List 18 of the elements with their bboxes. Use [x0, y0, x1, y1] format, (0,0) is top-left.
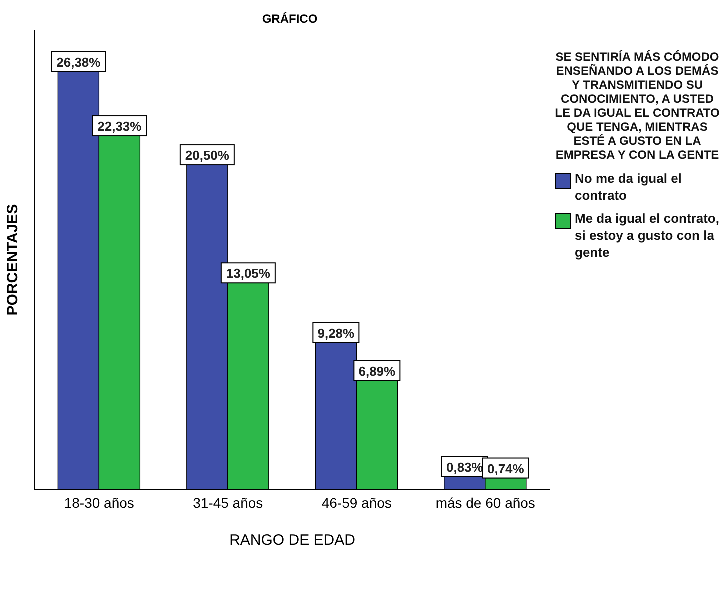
legend-label: Me da igual el contrato, si estoy a gusto con la gente: [575, 210, 720, 261]
legend-label: No me da igual el contrato: [575, 170, 683, 204]
x-tick-label: 31-45 años: [193, 494, 264, 511]
chart-title: GRÁFICO: [261, 12, 319, 26]
data-label: 13,05%: [226, 266, 271, 282]
x-tick-label: 18-30 años: [64, 494, 134, 511]
y-axis-title: PORCENTAJES: [4, 204, 22, 316]
data-label: 6,89%: [358, 364, 396, 379]
data-label: 26,38%: [56, 54, 102, 70]
data-label: 20,50%: [185, 148, 230, 164]
data-label: 22,33%: [98, 119, 142, 134]
x-tick-label: 46-59 años: [322, 494, 392, 511]
data-label: 0,74%: [487, 461, 525, 476]
data-label: 0,83%: [446, 460, 484, 475]
data-label: 9,28%: [318, 326, 356, 341]
x-tick-label: más de 60 años: [436, 494, 536, 511]
legend-title: SE SENTIRÍA MÁS CÓMODO ENSEÑANDO A LOS DEMÁS Y TRANSMITIENDO SU CONOCIMIENTO, A USTED LE DA IGUAL EL CONTRATO QUE TENGA, MIENTRAS ESTÉ A GUSTO EN LA EMPRESA Y CON LA GENTE: [555, 50, 720, 162]
x-axis-title: RANGO DE EDAD: [230, 532, 356, 549]
